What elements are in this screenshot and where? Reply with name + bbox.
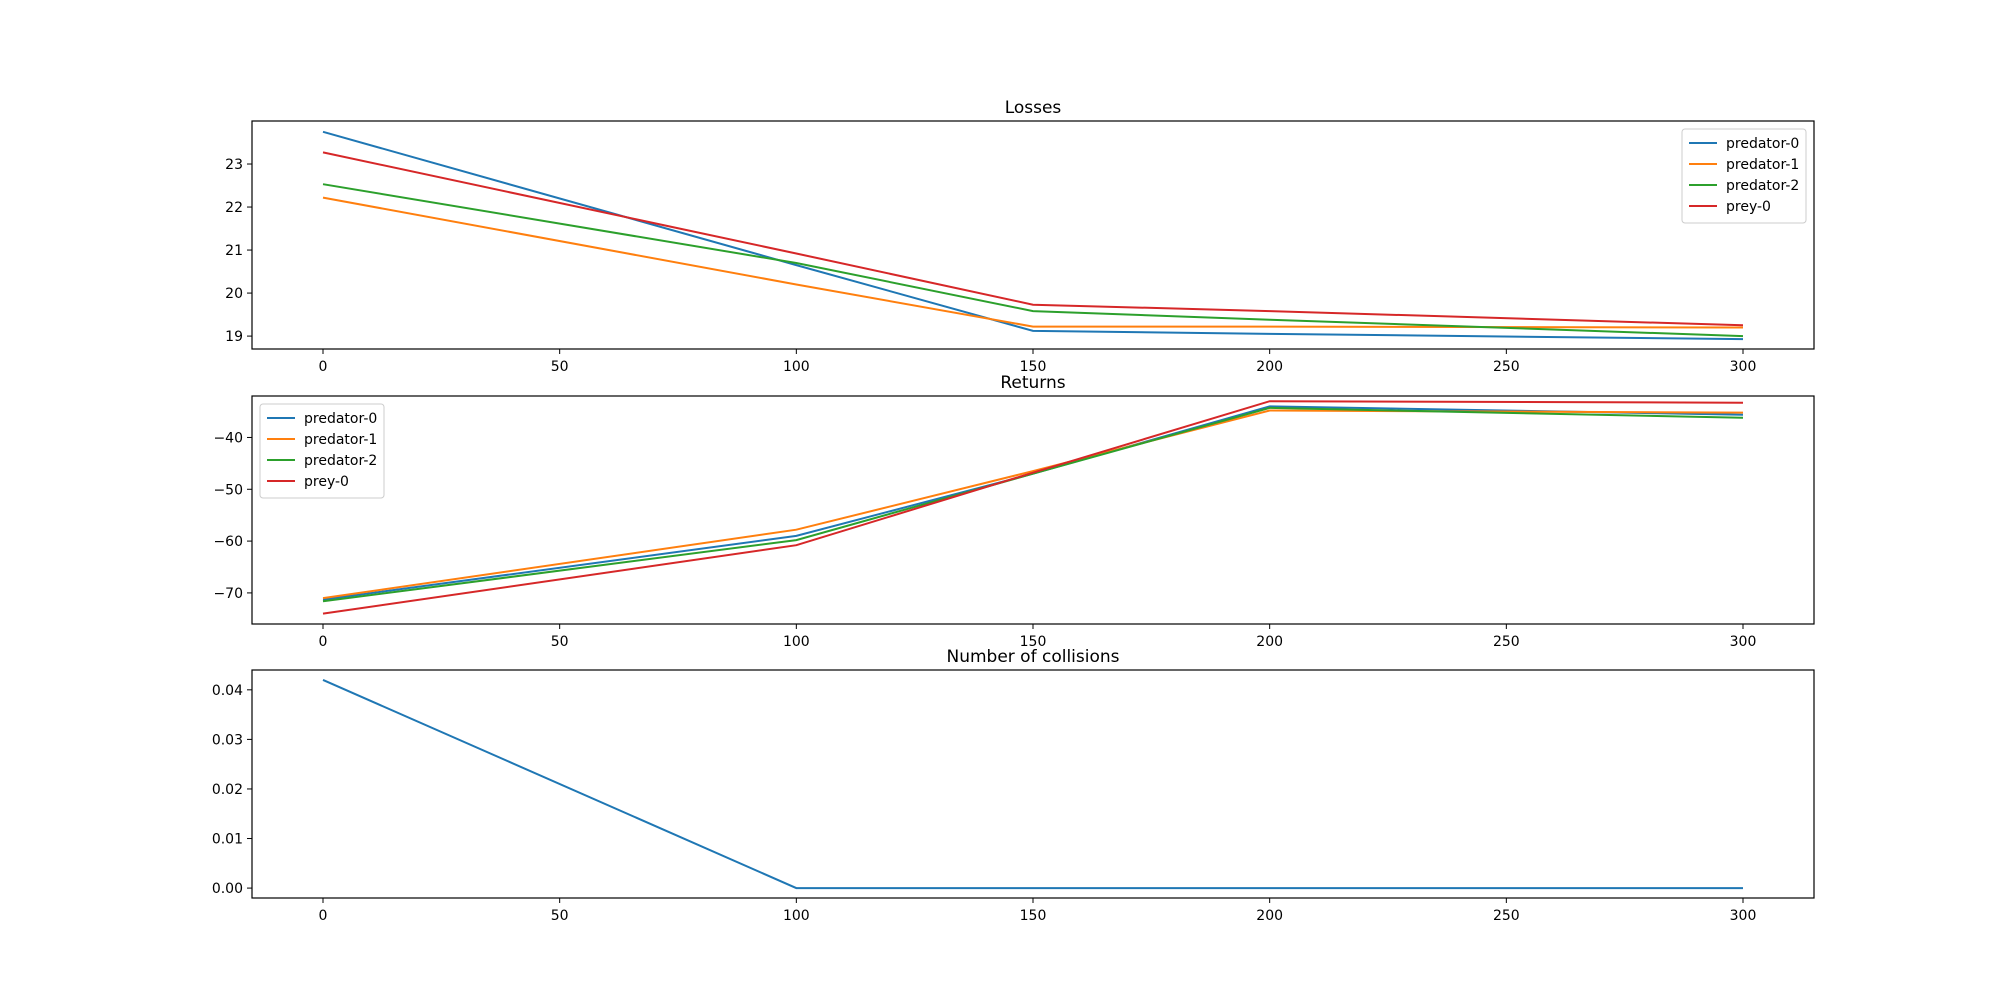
legend-label: predator-0 <box>1726 136 1799 152</box>
y-tick-label: −60 <box>213 534 243 550</box>
legend-label: prey-0 <box>1726 199 1771 215</box>
series-line-prey-0 <box>322 151 1744 327</box>
y-tick-label: 20 <box>225 286 243 302</box>
y-tick-label: 23 <box>225 157 243 173</box>
legend-box <box>259 403 385 499</box>
x-tick-label: 50 <box>551 359 569 375</box>
x-tick-label: 150 <box>1020 908 1047 924</box>
legend-box <box>1681 128 1807 224</box>
x-tick-label: 50 <box>551 908 569 924</box>
x-tick-label: 150 <box>1020 634 1047 650</box>
series-line-predator-2 <box>322 406 1744 603</box>
chart-title: Losses <box>1005 98 1062 118</box>
x-tick-label: 250 <box>1493 359 1520 375</box>
y-tick-label: 0.00 <box>212 881 243 897</box>
x-tick-label: 250 <box>1493 908 1520 924</box>
x-tick-label: 200 <box>1256 359 1283 375</box>
y-tick-label: 21 <box>225 243 243 259</box>
chart-title: Number of collisions <box>946 647 1119 667</box>
legend-label: predator-2 <box>1726 178 1799 194</box>
x-tick-label: 300 <box>1730 359 1757 375</box>
y-tick-label: 19 <box>225 329 243 345</box>
x-tick-label: 50 <box>551 634 569 650</box>
y-tick-label: −50 <box>213 482 243 498</box>
x-tick-label: 200 <box>1256 634 1283 650</box>
series-line-predator-0 <box>322 130 1744 341</box>
x-tick-label: 150 <box>1020 359 1047 375</box>
x-tick-label: 100 <box>783 359 810 375</box>
y-tick-label: 0.04 <box>212 683 243 699</box>
x-tick-label: 200 <box>1256 908 1283 924</box>
axes-frame <box>251 669 1815 899</box>
series-line-series-1 <box>322 678 1743 890</box>
y-tick-label: 0.03 <box>212 732 243 748</box>
x-tick-label: 100 <box>783 908 810 924</box>
axes-frame <box>251 120 1815 350</box>
chart-title: Returns <box>1000 373 1065 393</box>
legend-label: predator-2 <box>304 453 377 469</box>
y-tick-label: 0.02 <box>212 782 243 798</box>
x-tick-label: 300 <box>1730 634 1757 650</box>
legend: predator-0 predator-1 predator-2 prey-0 <box>259 403 385 499</box>
series-line-prey-0 <box>322 400 1744 615</box>
legend-label: predator-1 <box>304 432 377 448</box>
x-tick-label: 0 <box>319 634 328 650</box>
legend-label: predator-0 <box>304 411 377 427</box>
chart-panel-3: Number of collisions 0 50 100 150 200 250 300 0.… <box>212 647 1815 924</box>
x-tick-label: 0 <box>319 908 328 924</box>
y-tick-label: −40 <box>213 430 243 446</box>
series-line-predator-2 <box>322 183 1744 338</box>
legend: predator-0 predator-1 predator-2 prey-0 <box>1681 128 1807 224</box>
series-line-predator-1 <box>322 196 1744 329</box>
y-tick-label: −70 <box>213 586 243 602</box>
x-tick-label: 100 <box>783 634 810 650</box>
y-tick-label: 22 <box>225 200 243 216</box>
x-tick-label: 300 <box>1730 908 1757 924</box>
legend-label: prey-0 <box>304 474 349 490</box>
series-line-predator-0 <box>322 405 1744 601</box>
x-tick-label: 0 <box>319 359 328 375</box>
x-tick-label: 250 <box>1493 634 1520 650</box>
y-tick-label: 0.01 <box>212 832 243 848</box>
chart-panel-2: Returns 0 50 100 150 200 250 300 −70 −60 −50 −40 pre… <box>213 373 1815 650</box>
legend-label: predator-1 <box>1726 157 1799 173</box>
chart-panel-1: Losses 0 50 100 150 200 250 300 19 20 21 22 23 predat… <box>225 98 1815 375</box>
